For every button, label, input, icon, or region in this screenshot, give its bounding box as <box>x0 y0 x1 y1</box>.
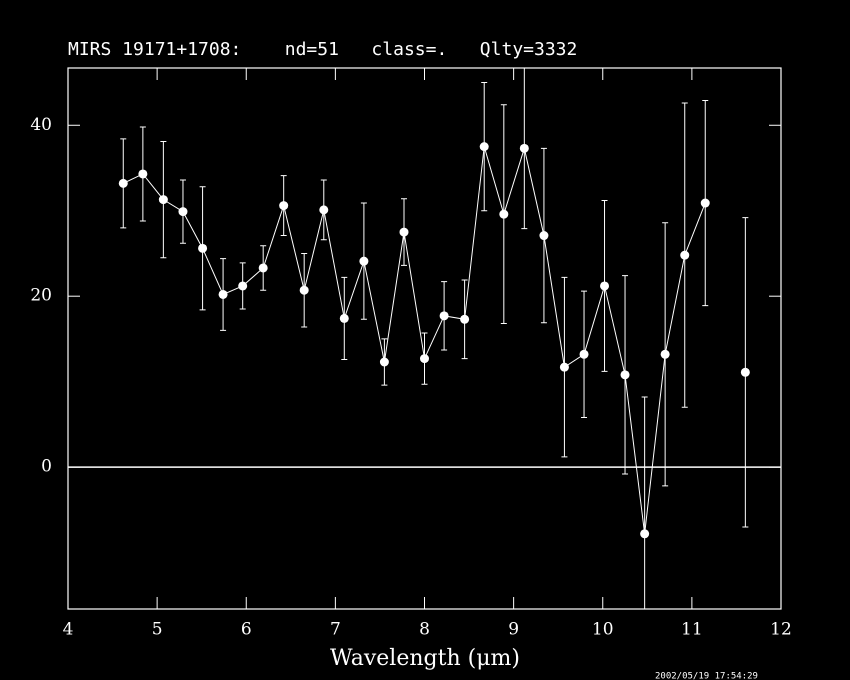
data-point <box>579 349 589 359</box>
data-point <box>218 289 228 299</box>
plot-area <box>118 68 750 609</box>
data-point <box>178 207 188 217</box>
y-tick-label: 20 <box>30 286 52 306</box>
x-tick-label: 9 <box>508 620 519 640</box>
data-point <box>740 367 750 377</box>
data-point <box>198 243 208 253</box>
data-point <box>620 370 630 380</box>
data-point <box>359 256 369 266</box>
x-tick-label: 12 <box>770 620 792 640</box>
chart-title: MIRS 19171+1708: nd=51 class=. Qlty=3332 <box>68 39 577 60</box>
data-point <box>519 143 529 153</box>
x-tick-label: 10 <box>592 620 614 640</box>
data-point <box>660 349 670 359</box>
data-point <box>319 205 329 215</box>
data-point <box>158 195 168 205</box>
data-point <box>600 281 610 291</box>
data-point <box>379 357 389 367</box>
data-point <box>680 250 690 260</box>
data-point <box>420 354 429 364</box>
x-tick-label: 8 <box>419 620 430 640</box>
data-point <box>460 314 470 324</box>
data-line <box>123 147 745 534</box>
y-tick-label: 0 <box>41 457 52 477</box>
data-point <box>299 285 309 295</box>
data-point <box>339 313 349 323</box>
y-tick-label: 40 <box>30 115 52 135</box>
x-axis-label: Wavelength (μm) <box>330 646 520 671</box>
x-tick-label: 7 <box>330 620 341 640</box>
data-point <box>700 198 710 208</box>
data-point <box>539 231 549 241</box>
data-point <box>238 281 248 291</box>
x-tick-label: 5 <box>152 620 163 640</box>
x-tick-label: 11 <box>681 620 703 640</box>
x-tick-label: 4 <box>63 620 74 640</box>
data-point <box>138 169 148 179</box>
timestamp: 2002/05/19 17:54:29 <box>655 672 758 680</box>
data-point <box>399 227 409 237</box>
data-point <box>559 362 569 372</box>
data-point <box>258 263 268 273</box>
data-point <box>499 209 509 219</box>
x-tick-label: 6 <box>241 620 252 640</box>
data-point <box>118 178 128 188</box>
data-point <box>279 201 289 211</box>
data-point <box>479 142 489 152</box>
data-point <box>439 311 449 321</box>
data-point <box>640 529 650 539</box>
